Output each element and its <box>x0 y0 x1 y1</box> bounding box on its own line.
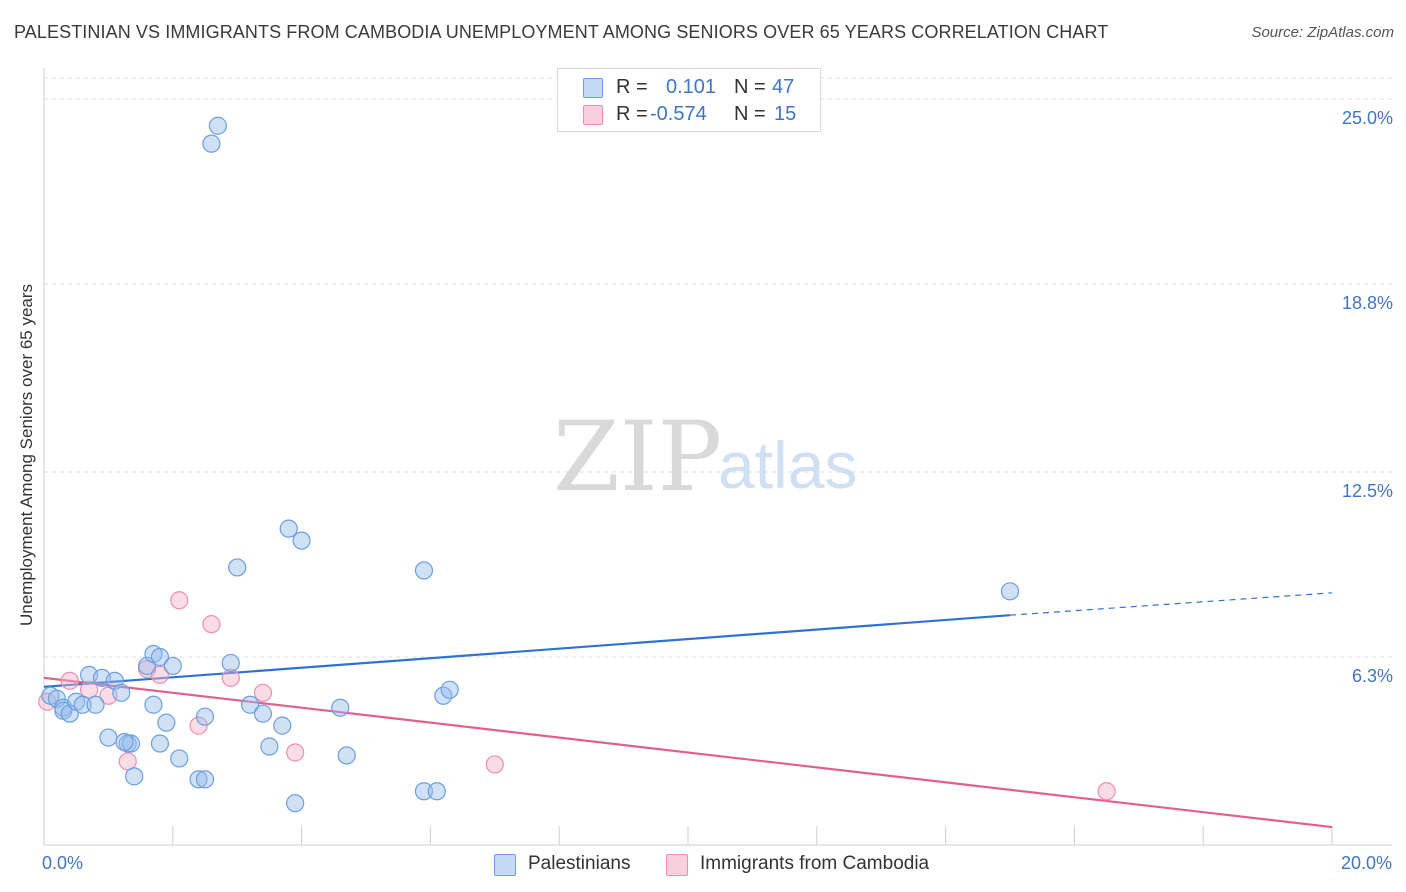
point-palestinians <box>286 794 305 813</box>
stats-r-value: -0.574 <box>650 103 707 125</box>
legend-swatch-palestinians <box>494 854 516 876</box>
point-palestinians <box>253 704 273 723</box>
source-label: Source: ZipAtlas.com <box>1251 24 1394 41</box>
stats-row-cambodia: R = -0.574 N = 15 <box>558 101 820 129</box>
point-palestinians <box>73 695 92 714</box>
watermark-atlas: atlas <box>718 428 857 502</box>
point-palestinians <box>125 767 144 786</box>
point-palestinians <box>273 716 292 735</box>
stats-row-palestinians: R = 0.101 N = 47 <box>558 74 820 102</box>
point-palestinians <box>150 647 170 667</box>
x-tick-label: 0.0% <box>42 853 83 873</box>
point-cambodia <box>60 671 79 690</box>
point-palestinians <box>195 770 215 789</box>
point-palestinians <box>228 558 247 577</box>
watermark: ZIP atlas <box>553 401 857 513</box>
point-palestinians <box>414 561 434 580</box>
point-palestinians <box>208 116 227 135</box>
point-cambodia <box>1097 782 1116 801</box>
trend-line-extension <box>1009 592 1333 616</box>
point-cambodia <box>202 615 221 634</box>
point-palestinians <box>1000 582 1020 601</box>
trend-layer <box>43 592 1333 829</box>
point-palestinians <box>115 732 134 752</box>
stats-r-label: R = <box>616 76 648 98</box>
point-palestinians <box>163 656 182 676</box>
trend-line-palestinians <box>43 614 1011 688</box>
point-palestinians <box>157 713 176 732</box>
point-palestinians <box>240 695 260 714</box>
point-palestinians <box>144 695 163 714</box>
point-palestinians <box>195 707 215 726</box>
watermark-zip: ZIP <box>553 401 722 513</box>
point-cambodia <box>170 591 189 610</box>
point-palestinians <box>292 531 311 550</box>
point-palestinians <box>440 680 459 699</box>
y-tick-label: 25.0% <box>1342 108 1393 128</box>
point-palestinians <box>121 734 141 753</box>
point-palestinians <box>260 737 279 756</box>
stats-r-label: R = <box>616 103 648 125</box>
stats-n-value: 47 <box>772 76 795 98</box>
point-palestinians <box>112 683 131 702</box>
axis-layer <box>43 68 1392 846</box>
point-palestinians <box>414 782 434 801</box>
point-palestinians <box>221 653 240 673</box>
legend: Palestinians Immigrants from Cambodia <box>0 853 1406 877</box>
y-tick-label: 6.3% <box>1352 666 1393 686</box>
points-layer <box>38 116 1116 813</box>
tick-labels: 6.3% 12.5% 18.8% 25.0% 0.0% 20.0% <box>42 108 1393 873</box>
stats-box: R = 0.101 N = 47 R = -0.574 N = 15 <box>557 68 821 132</box>
point-palestinians <box>189 770 208 789</box>
stats-n-label: N = <box>734 103 766 125</box>
point-palestinians <box>86 695 105 714</box>
stats-n-value: 15 <box>774 103 797 125</box>
stats-r-value: 0.101 <box>666 76 717 98</box>
point-cambodia <box>253 683 273 702</box>
point-palestinians <box>99 728 118 747</box>
stats-swatch-cambodia <box>583 105 603 125</box>
point-cambodia <box>286 743 305 762</box>
point-palestinians <box>337 746 356 765</box>
chart-title: PALESTINIAN VS IMMIGRANTS FROM CAMBODIA … <box>14 22 1109 42</box>
point-cambodia <box>189 716 208 735</box>
trend-line-cambodia <box>43 676 1333 829</box>
y-tick-label: 18.8% <box>1342 293 1393 313</box>
point-palestinians <box>279 519 298 538</box>
stats-n-label: N = <box>734 76 766 98</box>
y-tick-label: 12.5% <box>1342 481 1393 501</box>
legend-label: Palestinians <box>528 853 631 874</box>
stats-swatch-palestinians <box>583 78 603 98</box>
point-cambodia <box>485 755 504 774</box>
point-palestinians <box>427 782 446 801</box>
point-palestinians <box>170 749 189 768</box>
point-cambodia <box>150 665 170 684</box>
grid-layer <box>44 77 1392 658</box>
point-cambodia <box>221 668 240 687</box>
point-palestinians <box>202 134 221 153</box>
legend-swatch-cambodia <box>666 854 688 876</box>
point-palestinians <box>331 698 350 717</box>
x-tick-label: 20.0% <box>1341 853 1392 873</box>
point-palestinians <box>150 734 170 753</box>
legend-label: Immigrants from Cambodia <box>700 853 930 874</box>
